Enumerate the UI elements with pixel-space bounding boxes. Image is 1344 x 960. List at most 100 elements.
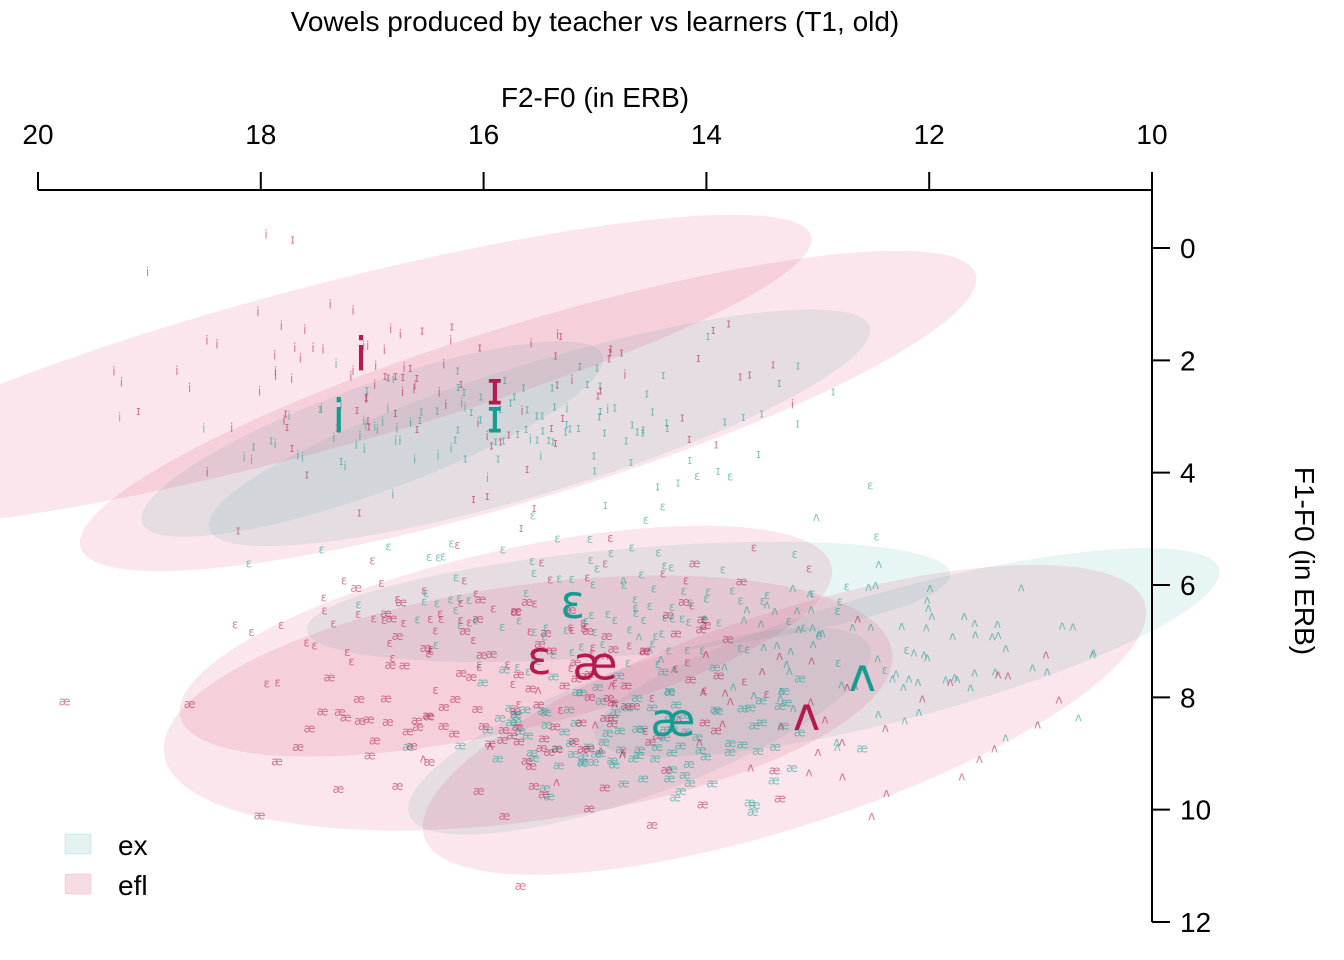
token-efl-eh: ɛ — [458, 596, 465, 610]
token-ex-uh: ʌ — [874, 652, 881, 666]
token-ex-ae: æ — [510, 707, 522, 721]
token-ex-uh: ʌ — [773, 638, 780, 652]
token-ex-i: i — [296, 448, 299, 462]
token-efl-eh: ɛ — [263, 677, 270, 691]
token-efl-eh: ɛ — [741, 674, 748, 688]
token-ex-ih: ɪ — [741, 410, 745, 424]
token-efl-ae: æ — [580, 669, 592, 683]
token-efl-ih: ɪ — [553, 436, 557, 450]
token-efl-ih: ɪ — [607, 352, 611, 366]
token-ex-ih: ɪ — [650, 405, 654, 419]
token-efl-i: i — [374, 359, 377, 373]
token-ex-uh: ʌ — [971, 616, 978, 630]
token-efl-uh: ʌ — [839, 735, 846, 749]
token-ex-ae: æ — [634, 742, 646, 756]
token-efl-uh: ʌ — [821, 712, 828, 726]
token-efl-ae: æ — [399, 658, 411, 672]
token-efl-ih: ɪ — [366, 413, 370, 427]
token-efl-uh: ʌ — [696, 735, 703, 749]
token-efl-ih: ɪ — [364, 390, 368, 404]
token-ex-ih: ɪ — [598, 404, 602, 418]
token-ex-uh: ʌ — [646, 643, 653, 657]
token-ex-eh: ɛ — [705, 585, 712, 599]
token-ex-ih: ɪ — [524, 422, 528, 436]
token-efl-ae: æ — [599, 780, 611, 794]
token-ex-i: i — [337, 422, 340, 436]
token-ex-ae: æ — [700, 750, 712, 764]
token-efl-ae: æ — [601, 629, 613, 643]
token-efl-uh: ʌ — [747, 760, 754, 774]
token-ex-ae: æ — [664, 685, 676, 699]
token-ex-uh: ʌ — [1002, 641, 1009, 655]
token-ex-ae: æ — [576, 685, 588, 699]
token-efl-ih: ɪ — [558, 329, 562, 343]
token-ex-eh: ɛ — [737, 593, 744, 607]
token-ex-i: i — [339, 398, 342, 412]
centroid-ex-uh: ʌ — [849, 648, 876, 702]
token-ex-eh: ɛ — [621, 578, 628, 592]
ellipse-ex-ae — [408, 627, 871, 835]
token-ex-eh: ɛ — [702, 613, 709, 627]
token-efl-ae: æ — [534, 637, 546, 651]
token-ex-uh: ʌ — [763, 597, 770, 611]
token-ex-ae: æ — [769, 740, 781, 754]
token-ex-eh: ɛ — [355, 598, 362, 612]
token-ex-ae: æ — [510, 715, 522, 729]
token-efl-ih: ɪ — [489, 439, 493, 453]
token-ex-ih: ɪ — [521, 380, 525, 394]
token-efl-eh: ɛ — [607, 531, 614, 545]
token-ex-eh: ɛ — [556, 572, 563, 586]
token-efl-ae: æ — [559, 678, 571, 692]
token-ex-ae: æ — [577, 754, 589, 768]
token-efl-eh: ɛ — [427, 612, 434, 626]
token-ex-uh: ʌ — [1044, 665, 1051, 679]
token-efl-i: i — [349, 369, 352, 383]
token-efl-eh: ɛ — [531, 597, 538, 611]
token-ex-eh: ɛ — [543, 621, 550, 635]
token-efl-uh: ʌ — [883, 786, 890, 800]
token-ex-eh: ɛ — [435, 550, 442, 564]
token-ex-ih: ɪ — [598, 378, 602, 392]
token-efl-ih: ɪ — [478, 340, 482, 354]
token-ex-uh: ʌ — [865, 580, 872, 594]
token-ex-ih: ɪ — [365, 383, 369, 397]
token-efl-eh: ɛ — [232, 618, 239, 632]
token-ex-ih: ɪ — [512, 389, 516, 403]
token-efl-uh: ʌ — [839, 769, 846, 783]
token-ex-uh: ʌ — [833, 735, 840, 749]
token-efl-ae: æ — [254, 809, 266, 823]
token-ex-eh: ɛ — [669, 600, 676, 614]
token-efl-ae: æ — [549, 720, 561, 734]
token-efl-ae: æ — [722, 632, 734, 646]
token-efl-uh: ʌ — [808, 653, 815, 667]
token-ex-ih: ɪ — [759, 406, 763, 420]
token-efl-eh: ɛ — [437, 606, 444, 620]
token-efl-i: i — [329, 297, 332, 311]
token-efl-ae: æ — [332, 782, 344, 796]
token-ex-eh: ɛ — [792, 547, 799, 561]
token-efl-ih: ɪ — [596, 389, 600, 403]
ellipse-ex-i — [141, 341, 604, 537]
token-ex-uh: ʌ — [809, 620, 816, 634]
token-ex-uh: ʌ — [875, 707, 882, 721]
token-ex-ae: æ — [563, 703, 575, 717]
token-efl-ae: æ — [645, 735, 657, 749]
token-ex-eh: ɛ — [903, 643, 910, 657]
token-ex-i: i — [386, 401, 389, 415]
token-ex-i: i — [373, 420, 376, 434]
ellipse-layer — [0, 214, 1220, 875]
token-efl-ae: æ — [472, 612, 484, 626]
token-efl-ih: ɪ — [383, 369, 387, 383]
token-efl-i: i — [402, 360, 405, 374]
token-ex-ae: æ — [595, 746, 607, 760]
token-efl-ih: ɪ — [687, 432, 691, 446]
token-ex-eh: ɛ — [701, 612, 708, 626]
token-ex-eh: ɛ — [530, 509, 537, 523]
token-efl-i: i — [215, 337, 218, 351]
token-efl-uh: ʌ — [702, 647, 709, 661]
token-ex-ae: æ — [695, 743, 707, 757]
token-ex-ih: ɪ — [462, 385, 466, 399]
token-efl-ae: æ — [364, 748, 376, 762]
token-efl-eh: ɛ — [672, 662, 679, 676]
token-efl-eh: ɛ — [751, 541, 758, 555]
